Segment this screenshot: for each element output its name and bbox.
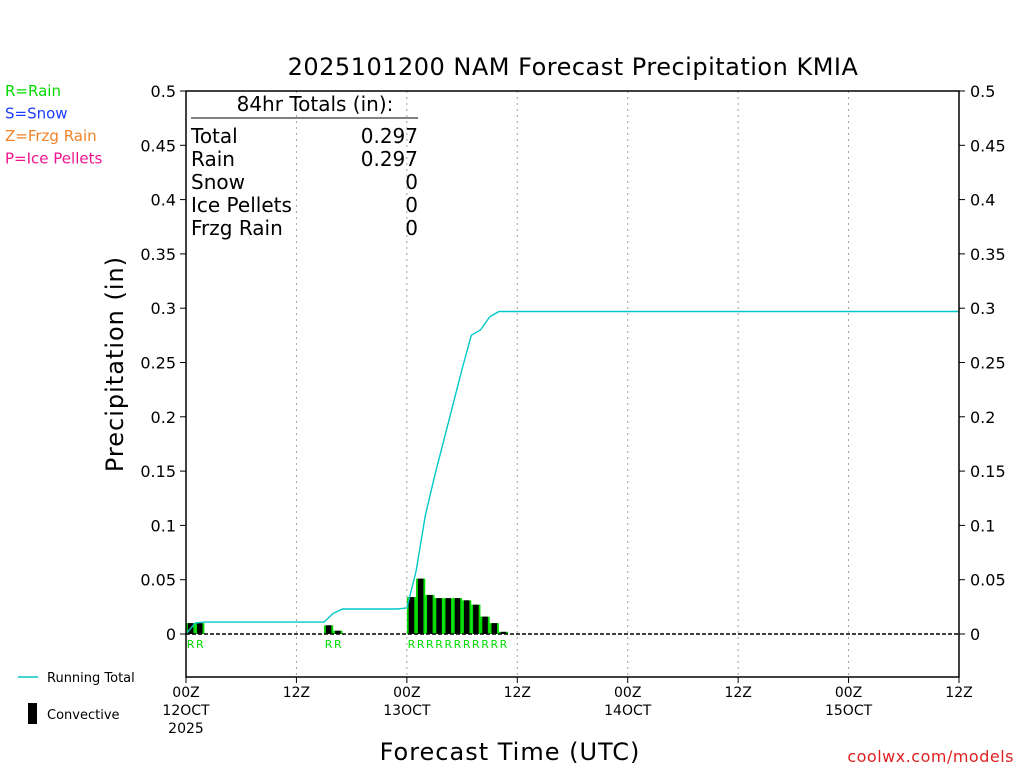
x-tick-label: 00Z bbox=[172, 685, 199, 701]
y-tick-label-right: 0.15 bbox=[970, 462, 1006, 481]
precip-type-label: R bbox=[435, 638, 443, 651]
convective-bar-26 bbox=[417, 578, 424, 634]
convective-bar-30 bbox=[454, 598, 461, 634]
y-tick-label-right: 0.4 bbox=[970, 191, 995, 210]
y-tick-label-left: 0.45 bbox=[140, 136, 176, 155]
convective-bar-17 bbox=[335, 630, 341, 634]
totals-row-label: Snow bbox=[191, 170, 245, 194]
y-tick-label-left: 0.35 bbox=[140, 245, 176, 264]
totals-row-value: 0 bbox=[405, 193, 418, 217]
y-tick-label-right: 0.05 bbox=[970, 571, 1006, 590]
y-tick-label-left: 0.25 bbox=[140, 354, 176, 373]
x-tick-label: 15OCT bbox=[825, 703, 873, 719]
chart-text: R R R R R R R R R R R R R R R0 00.05 0.050.1 0.10.15 0.150… bbox=[5, 53, 1014, 766]
y-tick-label-right: 0 bbox=[970, 625, 980, 644]
x-tick-label: 00Z bbox=[614, 685, 641, 701]
convective-bar-32 bbox=[473, 604, 479, 634]
x-tick-label: 12Z bbox=[945, 685, 972, 701]
precip-type-label: R bbox=[325, 638, 333, 651]
y-tick-label-right: 0.25 bbox=[970, 354, 1006, 373]
legend-convective-swatch bbox=[28, 703, 37, 724]
y-axis-title: Precipitation (in) bbox=[101, 256, 129, 472]
precip-type-label: R bbox=[472, 638, 480, 651]
convective-bar-27 bbox=[427, 594, 433, 634]
legend-convective-label: Convective bbox=[47, 708, 120, 723]
precip-type-label: R bbox=[187, 638, 195, 651]
totals-row-value: 0.297 bbox=[361, 147, 418, 171]
convective-bar-28 bbox=[436, 598, 442, 634]
type-key-item: S=Snow bbox=[5, 105, 68, 123]
x-tick-label: 00Z bbox=[835, 685, 862, 701]
totals-row-value: 0 bbox=[405, 170, 418, 194]
x-tick-label: 13OCT bbox=[383, 703, 431, 719]
type-key-item: R=Rain bbox=[5, 82, 61, 100]
totals-row-label: Frzg Rain bbox=[191, 216, 283, 240]
precip-type-label: R bbox=[444, 638, 452, 651]
running-total-line-group bbox=[185, 310, 959, 635]
x-tick-label: 12Z bbox=[724, 685, 751, 701]
y-tick-label-right: 0.1 bbox=[970, 516, 995, 535]
precip-bars bbox=[186, 578, 509, 634]
y-tick-label-right: 0.35 bbox=[970, 245, 1006, 264]
precip-type-label: R bbox=[490, 638, 498, 651]
x-tick-label: 2025 bbox=[168, 721, 204, 737]
y-tick-label-right: 0.2 bbox=[970, 408, 995, 427]
convective-bar-31 bbox=[463, 600, 470, 634]
convective-bar-25 bbox=[408, 597, 415, 634]
grid-lines bbox=[295, 91, 850, 677]
totals-row-value: 0 bbox=[405, 216, 418, 240]
precip-type-label: R bbox=[500, 638, 508, 651]
totals-row-label: Rain bbox=[191, 147, 235, 171]
y-tick-label-left: 0.2 bbox=[151, 408, 176, 427]
y-tick-label-left: 0.1 bbox=[151, 516, 176, 535]
legend-running-total-label: Running Total bbox=[47, 671, 135, 686]
precip-type-label: R bbox=[417, 638, 425, 651]
x-tick-label: 00Z bbox=[393, 685, 420, 701]
precip-type-label: R bbox=[408, 638, 416, 651]
chart-title: 2025101200 NAM Forecast Precipitation KM… bbox=[288, 53, 859, 81]
convective-bar-29 bbox=[445, 598, 452, 634]
y-tick-label-right: 0.45 bbox=[970, 136, 1006, 155]
x-tick-label: 12OCT bbox=[162, 703, 210, 719]
precip-type-label: R bbox=[454, 638, 462, 651]
y-tick-label-right: 0.3 bbox=[970, 299, 995, 318]
convective-bar-35 bbox=[500, 631, 507, 634]
y-tick-label-left: 0.4 bbox=[151, 191, 176, 210]
totals-row-label: Total bbox=[190, 124, 238, 148]
y-tick-label-left: 0 bbox=[166, 625, 176, 644]
y-tick-label-left: 0.15 bbox=[140, 462, 176, 481]
x-axis-title: Forecast Time (UTC) bbox=[380, 738, 641, 766]
y-tick-label-right: 0.5 bbox=[970, 82, 995, 101]
totals-header: 84hr Totals (in): bbox=[237, 92, 394, 116]
credit-text: coolwx.com/models bbox=[847, 747, 1014, 766]
precip-type-label: R bbox=[426, 638, 434, 651]
precip-type-label: R bbox=[463, 638, 471, 651]
x-tick-label: 12Z bbox=[504, 685, 531, 701]
type-key-item: P=Ice Pellets bbox=[5, 150, 102, 168]
precip-type-label: R bbox=[196, 638, 204, 651]
type-key-item: Z=Frzg Rain bbox=[5, 127, 97, 145]
running-total-line bbox=[185, 310, 959, 635]
convective-bar-33 bbox=[482, 616, 488, 634]
precip-type-label: R bbox=[334, 638, 342, 651]
plot-frame bbox=[185, 90, 960, 678]
convective-bar-2 bbox=[197, 623, 203, 634]
x-tick-label: 14OCT bbox=[604, 703, 652, 719]
y-tick-label-left: 0.05 bbox=[140, 571, 176, 590]
totals-row-label: Ice Pellets bbox=[191, 193, 292, 217]
x-tick-label: 12Z bbox=[283, 685, 310, 701]
convective-bar-34 bbox=[491, 623, 498, 634]
totals-row-value: 0.297 bbox=[361, 124, 418, 148]
axes bbox=[180, 90, 965, 683]
y-tick-label-left: 0.5 bbox=[151, 82, 176, 101]
y-tick-label-left: 0.3 bbox=[151, 299, 176, 318]
precip-type-label: R bbox=[481, 638, 489, 651]
convective-bar-16 bbox=[325, 625, 332, 634]
